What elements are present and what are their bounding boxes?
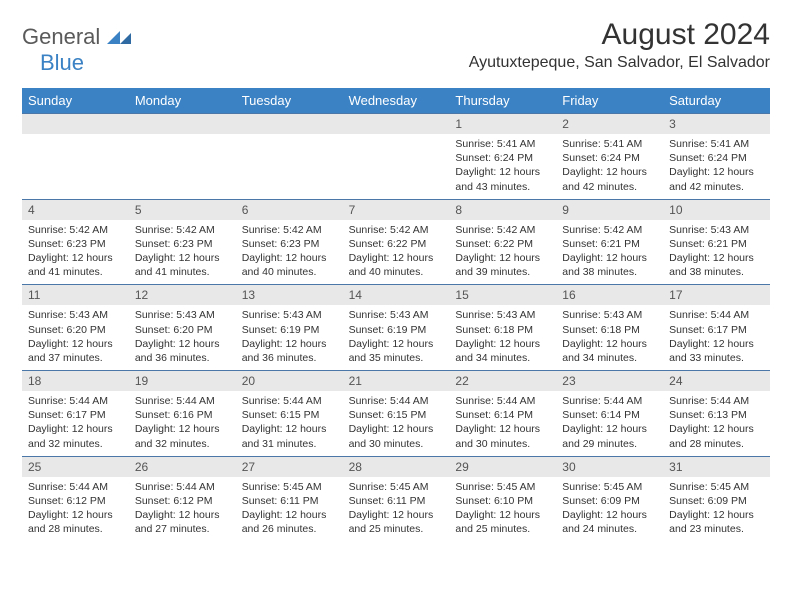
dow-header: Tuesday bbox=[236, 88, 343, 113]
week-body-row: Sunrise: 5:41 AMSunset: 6:24 PMDaylight:… bbox=[22, 134, 770, 199]
day-number: 28 bbox=[343, 457, 450, 477]
dow-header: Saturday bbox=[663, 88, 770, 113]
day-cell: Sunrise: 5:42 AMSunset: 6:22 PMDaylight:… bbox=[449, 220, 556, 285]
day-cell: Sunrise: 5:43 AMSunset: 6:18 PMDaylight:… bbox=[449, 305, 556, 370]
day-cell: Sunrise: 5:42 AMSunset: 6:23 PMDaylight:… bbox=[236, 220, 343, 285]
day-number: 29 bbox=[449, 457, 556, 477]
logo: General Blue bbox=[22, 24, 133, 76]
day-number bbox=[22, 114, 129, 134]
day-number: 2 bbox=[556, 114, 663, 134]
day-cell: Sunrise: 5:42 AMSunset: 6:23 PMDaylight:… bbox=[22, 220, 129, 285]
day-cell: Sunrise: 5:41 AMSunset: 6:24 PMDaylight:… bbox=[449, 134, 556, 199]
logo-text-blue: Blue bbox=[40, 50, 84, 75]
day-cell: Sunrise: 5:43 AMSunset: 6:19 PMDaylight:… bbox=[236, 305, 343, 370]
day-cell: Sunrise: 5:41 AMSunset: 6:24 PMDaylight:… bbox=[663, 134, 770, 199]
day-cell: Sunrise: 5:42 AMSunset: 6:22 PMDaylight:… bbox=[343, 220, 450, 285]
day-number: 19 bbox=[129, 371, 236, 391]
dow-header: Wednesday bbox=[343, 88, 450, 113]
day-cell: Sunrise: 5:45 AMSunset: 6:09 PMDaylight:… bbox=[663, 477, 770, 542]
day-cell: Sunrise: 5:45 AMSunset: 6:10 PMDaylight:… bbox=[449, 477, 556, 542]
day-cell bbox=[22, 134, 129, 199]
week-daynum-row: 18192021222324 bbox=[22, 370, 770, 391]
day-cell: Sunrise: 5:44 AMSunset: 6:14 PMDaylight:… bbox=[556, 391, 663, 456]
day-cell: Sunrise: 5:43 AMSunset: 6:18 PMDaylight:… bbox=[556, 305, 663, 370]
day-cell: Sunrise: 5:44 AMSunset: 6:15 PMDaylight:… bbox=[236, 391, 343, 456]
dow-header: Thursday bbox=[449, 88, 556, 113]
logo-mark-icon bbox=[107, 31, 133, 48]
day-number: 22 bbox=[449, 371, 556, 391]
dow-header: Monday bbox=[129, 88, 236, 113]
week-body-row: Sunrise: 5:43 AMSunset: 6:20 PMDaylight:… bbox=[22, 305, 770, 370]
week-daynum-row: 123 bbox=[22, 113, 770, 134]
day-number: 25 bbox=[22, 457, 129, 477]
day-cell bbox=[129, 134, 236, 199]
day-cell: Sunrise: 5:44 AMSunset: 6:12 PMDaylight:… bbox=[129, 477, 236, 542]
day-number: 17 bbox=[663, 285, 770, 305]
header-bar: General Blue August 2024 Ayutuxtepeque, … bbox=[22, 18, 770, 76]
week-body-row: Sunrise: 5:44 AMSunset: 6:17 PMDaylight:… bbox=[22, 391, 770, 456]
month-title: August 2024 bbox=[469, 18, 770, 52]
day-number: 9 bbox=[556, 200, 663, 220]
day-number: 6 bbox=[236, 200, 343, 220]
day-cell: Sunrise: 5:44 AMSunset: 6:17 PMDaylight:… bbox=[22, 391, 129, 456]
day-number: 24 bbox=[663, 371, 770, 391]
day-cell: Sunrise: 5:44 AMSunset: 6:14 PMDaylight:… bbox=[449, 391, 556, 456]
location-text: Ayutuxtepeque, San Salvador, El Salvador bbox=[469, 54, 770, 72]
dow-header: Friday bbox=[556, 88, 663, 113]
dow-header: Sunday bbox=[22, 88, 129, 113]
week-daynum-row: 11121314151617 bbox=[22, 284, 770, 305]
week-daynum-row: 25262728293031 bbox=[22, 456, 770, 477]
day-number: 4 bbox=[22, 200, 129, 220]
day-cell: Sunrise: 5:44 AMSunset: 6:12 PMDaylight:… bbox=[22, 477, 129, 542]
day-number: 23 bbox=[556, 371, 663, 391]
day-number: 30 bbox=[556, 457, 663, 477]
week-body-row: Sunrise: 5:42 AMSunset: 6:23 PMDaylight:… bbox=[22, 220, 770, 285]
day-number: 31 bbox=[663, 457, 770, 477]
day-number: 7 bbox=[343, 200, 450, 220]
day-number: 20 bbox=[236, 371, 343, 391]
day-number bbox=[343, 114, 450, 134]
week-daynum-row: 45678910 bbox=[22, 199, 770, 220]
weeks-container: 123Sunrise: 5:41 AMSunset: 6:24 PMDaylig… bbox=[22, 113, 770, 541]
logo-text-general: General bbox=[22, 24, 100, 49]
day-number: 13 bbox=[236, 285, 343, 305]
day-cell: Sunrise: 5:43 AMSunset: 6:21 PMDaylight:… bbox=[663, 220, 770, 285]
day-cell: Sunrise: 5:44 AMSunset: 6:13 PMDaylight:… bbox=[663, 391, 770, 456]
day-number: 15 bbox=[449, 285, 556, 305]
day-number: 26 bbox=[129, 457, 236, 477]
day-number: 1 bbox=[449, 114, 556, 134]
day-cell: Sunrise: 5:44 AMSunset: 6:17 PMDaylight:… bbox=[663, 305, 770, 370]
day-cell: Sunrise: 5:45 AMSunset: 6:11 PMDaylight:… bbox=[236, 477, 343, 542]
day-cell: Sunrise: 5:44 AMSunset: 6:16 PMDaylight:… bbox=[129, 391, 236, 456]
header-right: August 2024 Ayutuxtepeque, San Salvador,… bbox=[469, 18, 770, 72]
day-number bbox=[129, 114, 236, 134]
day-cell: Sunrise: 5:44 AMSunset: 6:15 PMDaylight:… bbox=[343, 391, 450, 456]
day-number: 3 bbox=[663, 114, 770, 134]
day-number bbox=[236, 114, 343, 134]
day-cell: Sunrise: 5:45 AMSunset: 6:11 PMDaylight:… bbox=[343, 477, 450, 542]
day-number: 16 bbox=[556, 285, 663, 305]
week-body-row: Sunrise: 5:44 AMSunset: 6:12 PMDaylight:… bbox=[22, 477, 770, 542]
day-number: 18 bbox=[22, 371, 129, 391]
day-number: 8 bbox=[449, 200, 556, 220]
day-cell: Sunrise: 5:43 AMSunset: 6:20 PMDaylight:… bbox=[22, 305, 129, 370]
day-cell: Sunrise: 5:43 AMSunset: 6:19 PMDaylight:… bbox=[343, 305, 450, 370]
day-number: 21 bbox=[343, 371, 450, 391]
day-cell: Sunrise: 5:45 AMSunset: 6:09 PMDaylight:… bbox=[556, 477, 663, 542]
day-number: 12 bbox=[129, 285, 236, 305]
day-number: 5 bbox=[129, 200, 236, 220]
day-cell: Sunrise: 5:41 AMSunset: 6:24 PMDaylight:… bbox=[556, 134, 663, 199]
day-cell: Sunrise: 5:43 AMSunset: 6:20 PMDaylight:… bbox=[129, 305, 236, 370]
dow-header-row: SundayMondayTuesdayWednesdayThursdayFrid… bbox=[22, 88, 770, 113]
day-cell: Sunrise: 5:42 AMSunset: 6:23 PMDaylight:… bbox=[129, 220, 236, 285]
day-cell bbox=[343, 134, 450, 199]
calendar: SundayMondayTuesdayWednesdayThursdayFrid… bbox=[22, 88, 770, 541]
day-cell bbox=[236, 134, 343, 199]
day-number: 27 bbox=[236, 457, 343, 477]
day-cell: Sunrise: 5:42 AMSunset: 6:21 PMDaylight:… bbox=[556, 220, 663, 285]
day-number: 11 bbox=[22, 285, 129, 305]
day-number: 14 bbox=[343, 285, 450, 305]
day-number: 10 bbox=[663, 200, 770, 220]
